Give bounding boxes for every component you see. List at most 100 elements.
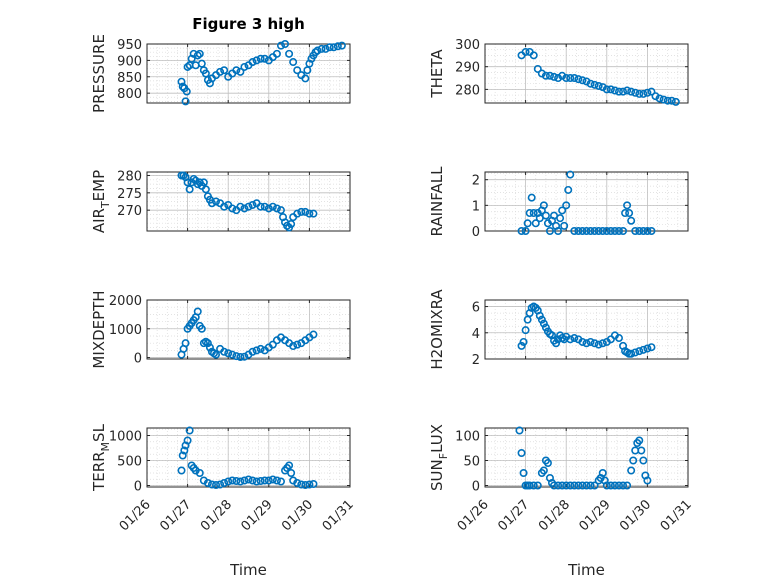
x-tick-label: 01/28	[198, 497, 235, 534]
data-point	[639, 227, 648, 236]
y-axis-label: TERRMSL	[90, 423, 112, 492]
data-point	[539, 319, 548, 328]
data-point	[287, 468, 296, 477]
axes-box	[484, 43, 689, 104]
data-point	[558, 71, 567, 80]
data-point	[655, 94, 664, 103]
data-point	[264, 476, 273, 485]
data-point	[180, 446, 189, 455]
data-point	[635, 89, 644, 98]
data-point	[517, 448, 526, 457]
data-point	[293, 209, 302, 218]
data-point	[183, 178, 192, 187]
y-label-sub: M	[99, 442, 112, 452]
data-point	[623, 481, 632, 490]
x-tick-label: 01/28	[536, 497, 573, 534]
data-point	[602, 481, 611, 490]
axes-box	[484, 427, 689, 488]
data-point	[562, 201, 571, 210]
data-point	[216, 480, 225, 489]
data-point	[523, 219, 532, 228]
data-point	[643, 227, 652, 236]
y-label-rest: SL	[90, 423, 108, 442]
data-point	[639, 89, 648, 98]
data-point	[594, 227, 603, 236]
y-tick-label: 900	[117, 54, 142, 69]
data-point	[586, 79, 595, 88]
data-point	[260, 476, 269, 485]
axes-box	[484, 171, 689, 232]
data-point	[570, 334, 579, 343]
data-point	[610, 86, 619, 95]
data-point	[220, 478, 229, 487]
data-point	[178, 451, 187, 460]
data-point	[207, 199, 216, 208]
data-point	[256, 202, 265, 211]
data-point	[539, 201, 548, 210]
data-point	[606, 481, 615, 490]
data-point	[240, 62, 249, 71]
y-tick-label: 280	[455, 83, 480, 98]
data-point	[527, 193, 536, 202]
data-point	[272, 476, 281, 485]
data-point	[631, 348, 640, 357]
y-label-sub: F	[437, 453, 450, 459]
panel-3: 0 1 2 RAINFALL	[428, 166, 689, 240]
data-point	[582, 77, 591, 86]
data-point	[643, 476, 652, 485]
data-point	[635, 227, 644, 236]
data-point	[517, 341, 526, 350]
panel-2: 270 275 280 AIRTEMP	[90, 169, 351, 233]
data-point	[631, 227, 640, 236]
data-point	[586, 337, 595, 346]
data-point	[224, 477, 233, 486]
data-point	[594, 81, 603, 90]
data-point	[228, 476, 237, 485]
data-point	[287, 220, 296, 229]
x-tick-label: 01/27	[495, 497, 532, 534]
data-point	[325, 43, 334, 52]
y-tick-label: 6	[472, 301, 480, 316]
data-point	[240, 352, 249, 361]
y-tick-label: 50	[463, 455, 480, 470]
x-tick-label: 01/30	[617, 497, 654, 534]
data-point	[272, 49, 281, 58]
data-point	[207, 480, 216, 489]
data-point	[212, 350, 221, 359]
data-point	[531, 219, 540, 228]
data-point	[268, 475, 277, 484]
data-point	[244, 475, 253, 484]
data-point	[205, 343, 214, 352]
data-point	[189, 174, 198, 183]
data-point	[228, 204, 237, 213]
data-point	[232, 352, 241, 361]
y-tick-label: 280	[117, 169, 142, 184]
data-point	[562, 481, 571, 490]
data-point	[305, 480, 314, 489]
data-point	[566, 335, 575, 344]
data-point	[541, 71, 550, 80]
data-point	[566, 74, 575, 83]
data-point	[236, 67, 245, 76]
data-point	[276, 206, 285, 215]
axes-box	[146, 299, 351, 360]
data-point	[183, 436, 192, 445]
y-tick-label: 2	[472, 174, 480, 189]
data-point	[329, 43, 338, 52]
data-point	[297, 480, 306, 489]
axes-box	[146, 171, 351, 232]
data-point	[177, 77, 186, 86]
data-point	[564, 185, 573, 194]
data-point	[203, 478, 212, 487]
data-point	[621, 209, 630, 218]
data-point	[647, 343, 656, 352]
data-point	[570, 481, 579, 490]
y-tick-label: 290	[455, 61, 480, 76]
y-tick-label: 500	[117, 455, 142, 470]
y-tick-label: 2000	[109, 294, 142, 309]
data-point	[212, 480, 221, 489]
data-point	[639, 345, 648, 354]
data-point	[627, 466, 636, 475]
